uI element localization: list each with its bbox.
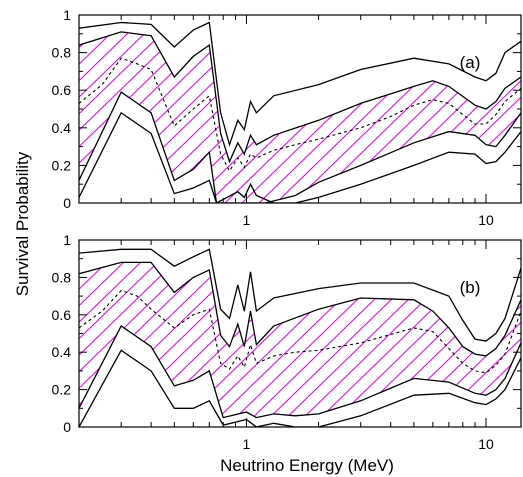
hatch-line [360, 31, 521, 204]
curve-outer-lower [79, 111, 521, 203]
y-tick-label: 0.2 [52, 157, 72, 173]
y-tick-label: 0 [63, 195, 71, 211]
plot-frame [78, 239, 522, 428]
hatch-line [394, 31, 521, 204]
curve-hatched-upper [79, 261, 521, 357]
curve-hatched-upper [79, 31, 521, 164]
curve-hatched-lower [79, 325, 521, 419]
y-tick-label: 1 [63, 7, 71, 23]
hatch-line [79, 262, 147, 418]
curve-best-fit [79, 289, 521, 374]
panel-label: (b) [460, 278, 481, 297]
hatch-line [79, 262, 130, 418]
panel-label: (a) [460, 53, 481, 72]
hatch-line [0, 15, 79, 203]
hatch-line [79, 31, 130, 204]
y-axis-title: Survival Probability [13, 151, 32, 296]
y-tick-label: 0.2 [52, 382, 72, 398]
hatch-line [79, 31, 181, 204]
x-tick-label: 10 [478, 436, 494, 452]
hatch-line [446, 262, 521, 418]
y-tick-label: 0.4 [52, 120, 72, 136]
panel-a: 0 0.2 0.4 0.6 0.8 1 1 10 (a) [0, 7, 522, 228]
hatch-line [79, 31, 147, 204]
curve-outer-upper [79, 21, 521, 147]
curves [79, 248, 521, 427]
hatch-line [343, 31, 521, 204]
hatch-line [378, 262, 521, 418]
curve-hatched-lower [79, 91, 521, 203]
hatch-line [79, 31, 164, 204]
hatch-line [79, 262, 164, 418]
hatch-line [0, 240, 79, 427]
y-tick-label: 0.8 [52, 45, 72, 61]
y-tick-label: 1 [63, 232, 71, 248]
hatch-line [462, 31, 521, 204]
y-tick-label: 0.6 [52, 307, 72, 323]
x-tick-label: 1 [243, 436, 251, 452]
hatch-line [411, 31, 521, 204]
hatch-line [395, 262, 521, 418]
y-tick-label: 0.4 [52, 344, 72, 360]
hatch-line [79, 262, 181, 418]
y-tick-label: 0.8 [52, 269, 72, 285]
hatch-line [361, 262, 521, 418]
curve-outer-upper [79, 248, 521, 342]
y-tick-label: 0.6 [52, 82, 72, 98]
curve-outer-lower [79, 349, 521, 427]
x-axis-title: Neutrino Energy (MeV) [220, 456, 394, 475]
hatch-line [79, 31, 113, 204]
curves [79, 21, 521, 203]
x-tick-label: 10 [478, 212, 494, 228]
hatch-line [377, 31, 521, 204]
y-tick-label: 0 [63, 419, 71, 435]
x-tick-label: 1 [243, 212, 251, 228]
hatch-line [480, 262, 521, 418]
hatch-line [463, 262, 521, 418]
curve-best-fit [79, 57, 521, 173]
panel-b: 0 0.2 0.4 0.6 0.8 1 1 10 (b) [0, 232, 522, 452]
